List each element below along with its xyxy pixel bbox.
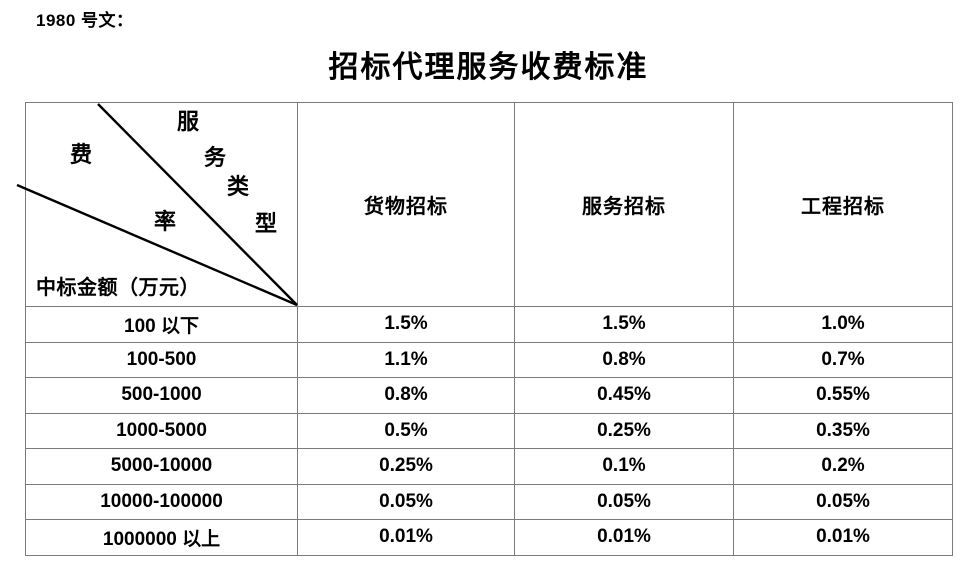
row-range-cell: 1000000 以上 xyxy=(25,519,298,556)
row-range-cell: 100 以下 xyxy=(25,306,298,343)
diagonal-divider-lines xyxy=(16,103,298,307)
fee-value-cell: 0.01% xyxy=(733,519,953,556)
table-row: 10000-100000 0.05% 0.05% 0.05% xyxy=(25,483,953,520)
table-row: 100-500 1.1% 0.8% 0.7% xyxy=(25,341,953,378)
fee-value-cell: 1.5% xyxy=(514,306,734,343)
diagonal-line-lower xyxy=(16,183,298,307)
table-row: 100 以下 1.5% 1.5% 1.0% xyxy=(25,306,953,343)
fee-value-cell: 0.2% xyxy=(733,448,953,485)
fee-value-cell: 0.25% xyxy=(514,412,734,449)
table-row: 5000-10000 0.25% 0.1% 0.2% xyxy=(25,448,953,485)
column-header-services: 服务招标 xyxy=(514,102,734,307)
fee-value-cell: 0.8% xyxy=(514,341,734,378)
corner-char-fee-2: 率 xyxy=(154,209,177,234)
column-header-engineering: 工程招标 xyxy=(733,102,953,307)
table-row: 500-1000 0.8% 0.45% 0.55% xyxy=(25,377,953,414)
fee-value-cell: 1.1% xyxy=(297,341,515,378)
row-range-cell: 500-1000 xyxy=(25,377,298,414)
corner-char-type-1: 服 xyxy=(177,109,200,134)
row-range-cell: 5000-10000 xyxy=(25,448,298,485)
fee-value-cell: 0.55% xyxy=(733,377,953,414)
fee-value-cell: 0.1% xyxy=(514,448,734,485)
fee-value-cell: 0.45% xyxy=(514,377,734,414)
diagonal-line-upper xyxy=(97,103,298,306)
fee-value-cell: 1.0% xyxy=(733,306,953,343)
fee-table: 费 率 服 务 类 型 中标金额（万元） 货物招标 服务招标 工程招标 100 … xyxy=(16,102,953,556)
fee-value-cell: 0.05% xyxy=(733,483,953,520)
fee-value-cell: 0.8% xyxy=(297,377,515,414)
corner-char-type-2: 务 xyxy=(204,145,227,170)
table-row: 1000000 以上 0.01% 0.01% 0.01% xyxy=(25,519,953,556)
table-row: 1000-5000 0.5% 0.25% 0.35% xyxy=(25,412,953,449)
fee-value-cell: 1.5% xyxy=(297,306,515,343)
row-axis-label: 中标金额（万元） xyxy=(36,277,200,299)
title-container: 招标代理服务收费标准 xyxy=(25,42,952,86)
corner-char-type-3: 类 xyxy=(227,174,250,199)
row-range-cell: 1000-5000 xyxy=(25,412,298,449)
fee-value-cell: 0.05% xyxy=(297,483,515,520)
fee-value-cell: 0.7% xyxy=(733,341,953,378)
corner-char-type-4: 型 xyxy=(255,211,278,236)
row-range-cell: 10000-100000 xyxy=(25,483,298,520)
table-header-row: 费 率 服 务 类 型 中标金额（万元） 货物招标 服务招标 工程招标 xyxy=(16,102,953,307)
doc-number-label: 1980 号文： xyxy=(36,11,134,30)
page-title: 招标代理服务收费标准 xyxy=(328,51,649,84)
fee-value-cell: 0.01% xyxy=(297,519,515,556)
fee-value-cell: 0.5% xyxy=(297,412,515,449)
fee-value-cell: 0.25% xyxy=(297,448,515,485)
table-corner-cell: 费 率 服 务 类 型 中标金额（万元） xyxy=(16,102,298,307)
fee-value-cell: 0.35% xyxy=(733,412,953,449)
fee-value-cell: 0.05% xyxy=(514,483,734,520)
column-header-goods: 货物招标 xyxy=(297,102,515,307)
corner-char-fee-1: 费 xyxy=(70,142,93,167)
row-range-cell: 100-500 xyxy=(25,341,298,378)
fee-value-cell: 0.01% xyxy=(514,519,734,556)
